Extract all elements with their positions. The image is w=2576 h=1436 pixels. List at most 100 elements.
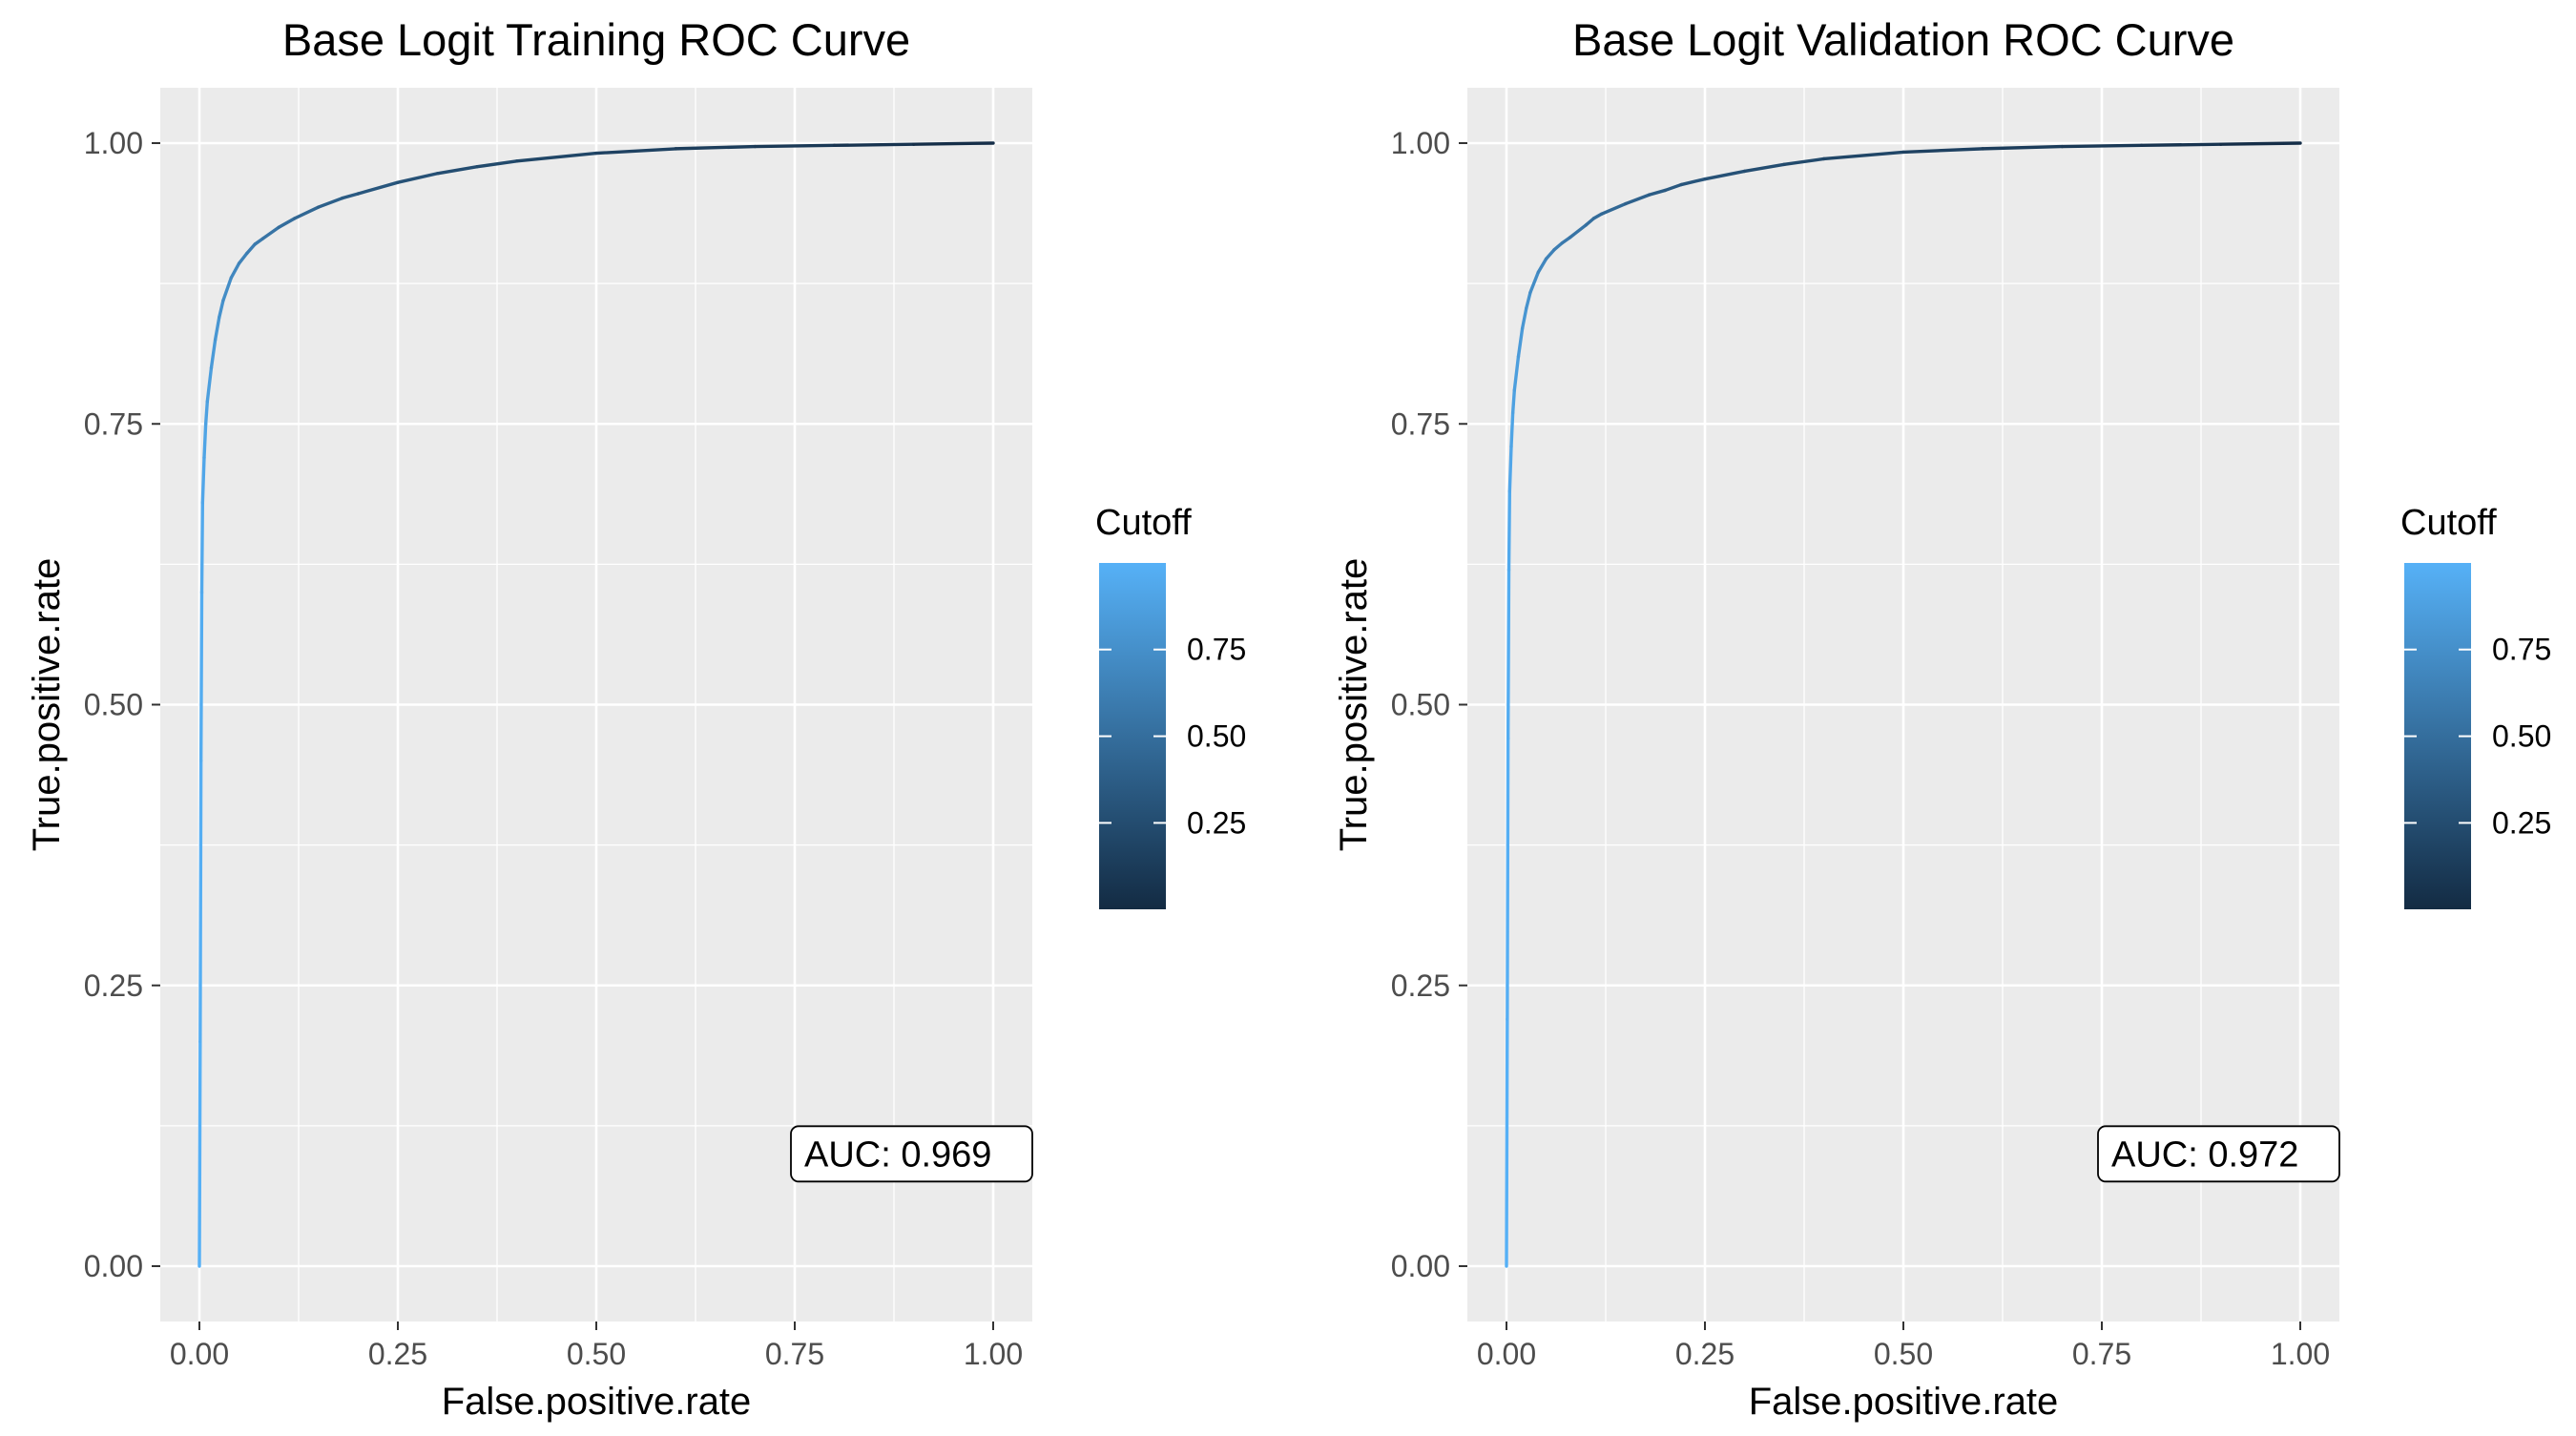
panel-1-roc-curve-segment: [229, 261, 241, 280]
panel-1-roc-curve-segment: [200, 455, 206, 505]
panel-1-legend-label: 0.75: [1187, 633, 1246, 667]
panel-1-y-tick-label: 0.50: [84, 688, 143, 722]
panel-2-y-tick-label: 1.00: [1391, 126, 1450, 160]
panel-2-roc-curve-segment: [1525, 290, 1532, 310]
panel-1-roc-curve-segment: [202, 422, 208, 460]
panel-1-x-axis-title: False.positive.rate: [442, 1381, 752, 1423]
panel-2-roc-curve-segment: [2060, 143, 2144, 149]
panel-2-y-tick-label: 0.25: [1391, 968, 1450, 1003]
panel-2-roc-curve-segment: [1520, 306, 1528, 330]
panel-1-x-tick-label: 1.00: [964, 1337, 1023, 1371]
panel-2-roc-curve-segment: [1552, 241, 1564, 252]
panel-2-x-tick-label: 0.00: [1477, 1337, 1536, 1371]
panel-1-x-tick-label: 0.25: [368, 1337, 427, 1371]
panel-2-roc-curve-segment: [1679, 177, 1707, 187]
panel-1-roc-curve-segment: [674, 144, 758, 151]
panel-1-roc-curve-segment: [293, 205, 321, 220]
panel-2-auc-label-box: [2097, 1125, 2340, 1183]
panel-1-group: AUC: 0.969 0.00 0.25 0.50 0.75 1.00 0.00 0.25 0.…: [26, 14, 1246, 1423]
panel-2-x-tick-label: 0.75: [2072, 1337, 2131, 1371]
panel-2-roc-curve-segment: [1663, 182, 1683, 193]
panel-1-legend-label: 0.25: [1187, 805, 1246, 840]
panel-2-roc-curve-segment: [2219, 141, 2302, 146]
panel-1-legend-title: Cutoff: [1095, 503, 1192, 543]
panel-1-roc-curve-segment: [203, 400, 210, 426]
panel-2-group: AUC: 0.972 0.00 0.25 0.50 0.75 1.00 0.00 0.25 0.…: [1333, 14, 2551, 1423]
panel-1-y-tick-label: 0.75: [84, 406, 143, 441]
panel-1-roc-curve-segment: [245, 242, 257, 256]
panel-1-auc-label: AUC: 0.969: [804, 1134, 991, 1175]
panel-1-roc-curve-segment: [753, 143, 837, 149]
panel-2-legend-label: 0.50: [2492, 719, 2551, 754]
panel-2-y-tick-label: 0.50: [1391, 688, 1450, 722]
panel-2-roc-curve-segment: [1624, 193, 1652, 206]
panel-1-roc-curve-segment: [260, 225, 280, 240]
panel-1-roc-curve-segment: [198, 591, 204, 763]
panel-1-y-tick-label: 1.00: [84, 126, 143, 160]
panel-2-roc-curve-segment: [1584, 217, 1596, 227]
panel-1-roc-curve-segment: [515, 151, 598, 163]
panel-2-chart-title: Base Logit Validation ROC Curve: [1572, 14, 2234, 65]
panel-2-roc-curve-segment: [1509, 410, 1515, 448]
panel-2-roc-curve-segment: [1506, 737, 1510, 1021]
panel-1-roc-curve-segment: [356, 180, 400, 196]
panel-1-y-axis-title: True.positive.rate: [26, 558, 68, 852]
panel-2-legend-title: Cutoff: [2400, 503, 2497, 543]
panel-1-roc-curve-segment: [237, 251, 249, 265]
panel-1-roc-curve-segment: [317, 196, 344, 209]
panel-1-auc-label-box: [790, 1125, 1033, 1183]
panel-2-x-tick-label: 0.25: [1675, 1337, 1735, 1371]
panel-1-x-tick-label: 0.00: [170, 1337, 229, 1371]
panel-2-x-tick-label: 0.50: [1874, 1337, 1933, 1371]
panel-1-roc-curve-segment: [218, 299, 225, 320]
panel-2-roc-curve-segment: [1742, 162, 1786, 174]
panel-2-roc-curve-segment: [2139, 142, 2223, 148]
panel-1-roc-curve-segment: [277, 217, 297, 229]
panel-2-roc-curve-segment: [1516, 326, 1525, 359]
panel-2-roc-curve-segment: [1648, 188, 1668, 197]
panel-2-roc-curve-segment: [1568, 223, 1588, 239]
panel-1-roc-curve-segment: [912, 141, 995, 146]
panel-1-roc-curve-segment: [594, 147, 677, 156]
panel-2-legend-label: 0.75: [2492, 633, 2551, 667]
panel-2-roc-curve-segment: [1981, 144, 2065, 151]
panel-2-roc-curve-segment: [1507, 445, 1513, 493]
panel-2-roc-curve-segment: [1510, 388, 1517, 415]
panel-2-roc-curve-segment: [1505, 1017, 1509, 1268]
panel-2-x-axis-title: False.positive.rate: [1749, 1381, 2059, 1423]
panel-2-roc-curve-segment: [1901, 147, 1984, 155]
panel-2-roc-curve-segment: [1536, 257, 1548, 275]
panel-2-legend-label: 0.25: [2492, 805, 2551, 840]
panel-1-roc-curve-segment: [832, 142, 916, 148]
panel-2-roc-curve-segment: [1512, 354, 1521, 392]
panel-1-roc-curve-segment: [221, 276, 233, 302]
panel-2-roc-curve-segment: [1506, 568, 1511, 740]
panel-1-roc-curve-segment: [199, 500, 205, 594]
panel-1-roc-curve-segment: [197, 1039, 202, 1268]
panel-2-y-tick-label: 0.75: [1391, 406, 1450, 441]
panel-2-roc-curve-segment: [1600, 201, 1628, 216]
panel-1-y-tick-label: 0.25: [84, 968, 143, 1003]
panel-1-x-tick-label: 0.75: [765, 1337, 824, 1371]
panel-1-y-tick-label: 0.00: [84, 1249, 143, 1283]
panel-1-roc-curve-segment: [396, 172, 440, 184]
panel-2-y-tick-label: 0.00: [1391, 1249, 1450, 1283]
panel-1-roc-curve-segment: [475, 159, 519, 169]
panel-2-roc-curve-segment: [1528, 270, 1540, 295]
panel-2-roc-curve-segment: [1782, 156, 1826, 167]
panel-1-roc-curve-segment: [341, 192, 361, 200]
panel-1-roc-curve-segment: [213, 315, 221, 342]
panel-2-roc-curve-segment: [1703, 169, 1747, 181]
panel-1-roc-curve-segment: [435, 165, 479, 176]
panel-1-roc-curve-segment: [205, 365, 214, 404]
panel-2-x-tick-label: 1.00: [2271, 1337, 2330, 1371]
panel-2-y-axis-title: True.positive.rate: [1333, 558, 1375, 852]
panel-1-legend-label: 0.50: [1187, 719, 1246, 754]
panel-2-auc-label: AUC: 0.972: [2111, 1134, 2298, 1175]
panel-2-roc-curve-segment: [1506, 489, 1512, 572]
panel-1-x-tick-label: 0.50: [567, 1337, 626, 1371]
panel-1-roc-curve-segment: [209, 338, 218, 370]
panel-2-roc-curve-segment: [1822, 150, 1905, 161]
